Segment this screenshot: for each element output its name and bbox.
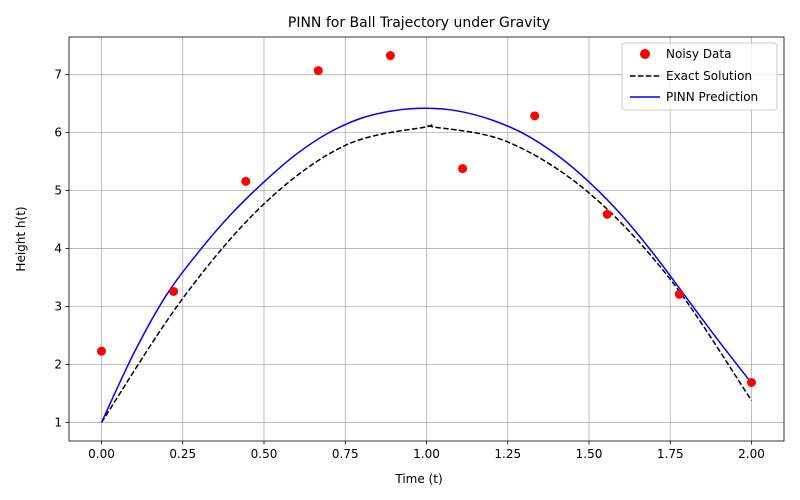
- noisy-data-point: [241, 176, 251, 186]
- noisy-data-point: [747, 377, 756, 387]
- ticks: 0.00 0.25 0.50 0.75 1.00 1.25 1.50 1.75 2.00 1 2 3 4…: [54, 68, 765, 461]
- x-tick-label: 1.00: [413, 447, 440, 461]
- y-tick-label: 6: [54, 126, 62, 140]
- x-axis-label: Time (t): [394, 472, 442, 486]
- noisy-data-point: [458, 164, 468, 174]
- noisy-data-point: [169, 286, 179, 296]
- x-tick-label: 0.50: [251, 447, 278, 461]
- noisy-data-point: [313, 66, 323, 76]
- x-tick-label: 0.00: [88, 447, 115, 461]
- legend-marker-noisy-data: [640, 49, 650, 59]
- x-tick-label: 0.75: [332, 447, 359, 461]
- noisy-data-point: [97, 346, 106, 356]
- noisy-data-point: [674, 289, 684, 299]
- x-tick-label: 1.25: [494, 447, 521, 461]
- y-tick-label: 4: [54, 242, 62, 256]
- x-tick-label: 2.00: [738, 447, 765, 461]
- pinn-prediction-line: [100, 107, 753, 423]
- noisy-data-point: [530, 111, 540, 121]
- exact-solution-line: [100, 123, 753, 423]
- y-tick-label: 1: [54, 415, 62, 429]
- noisy-data-point: [602, 209, 612, 219]
- x-tick-label: 0.25: [169, 447, 196, 461]
- legend-label-noisy-data: Noisy Data: [666, 47, 731, 61]
- y-tick-label: 3: [54, 300, 62, 314]
- plot-area: [97, 51, 756, 423]
- chart-title: PINN for Ball Trajectory under Gravity: [288, 15, 550, 31]
- noisy-data-point: [385, 51, 395, 61]
- y-tick-label: 5: [54, 184, 62, 198]
- y-tick-label: 7: [54, 68, 62, 82]
- legend-box: [621, 42, 778, 111]
- legend: Noisy Data Exact Solution PINN Predictio…: [621, 42, 778, 111]
- y-axis-label: Height h(t): [14, 206, 28, 271]
- legend-label-exact-solution: Exact Solution: [666, 69, 752, 83]
- x-tick-label: 1.50: [576, 447, 603, 461]
- x-tick-label: 1.75: [657, 447, 684, 461]
- legend-label-pinn-prediction: PINN Prediction: [666, 90, 758, 104]
- y-tick-label: 2: [54, 357, 62, 371]
